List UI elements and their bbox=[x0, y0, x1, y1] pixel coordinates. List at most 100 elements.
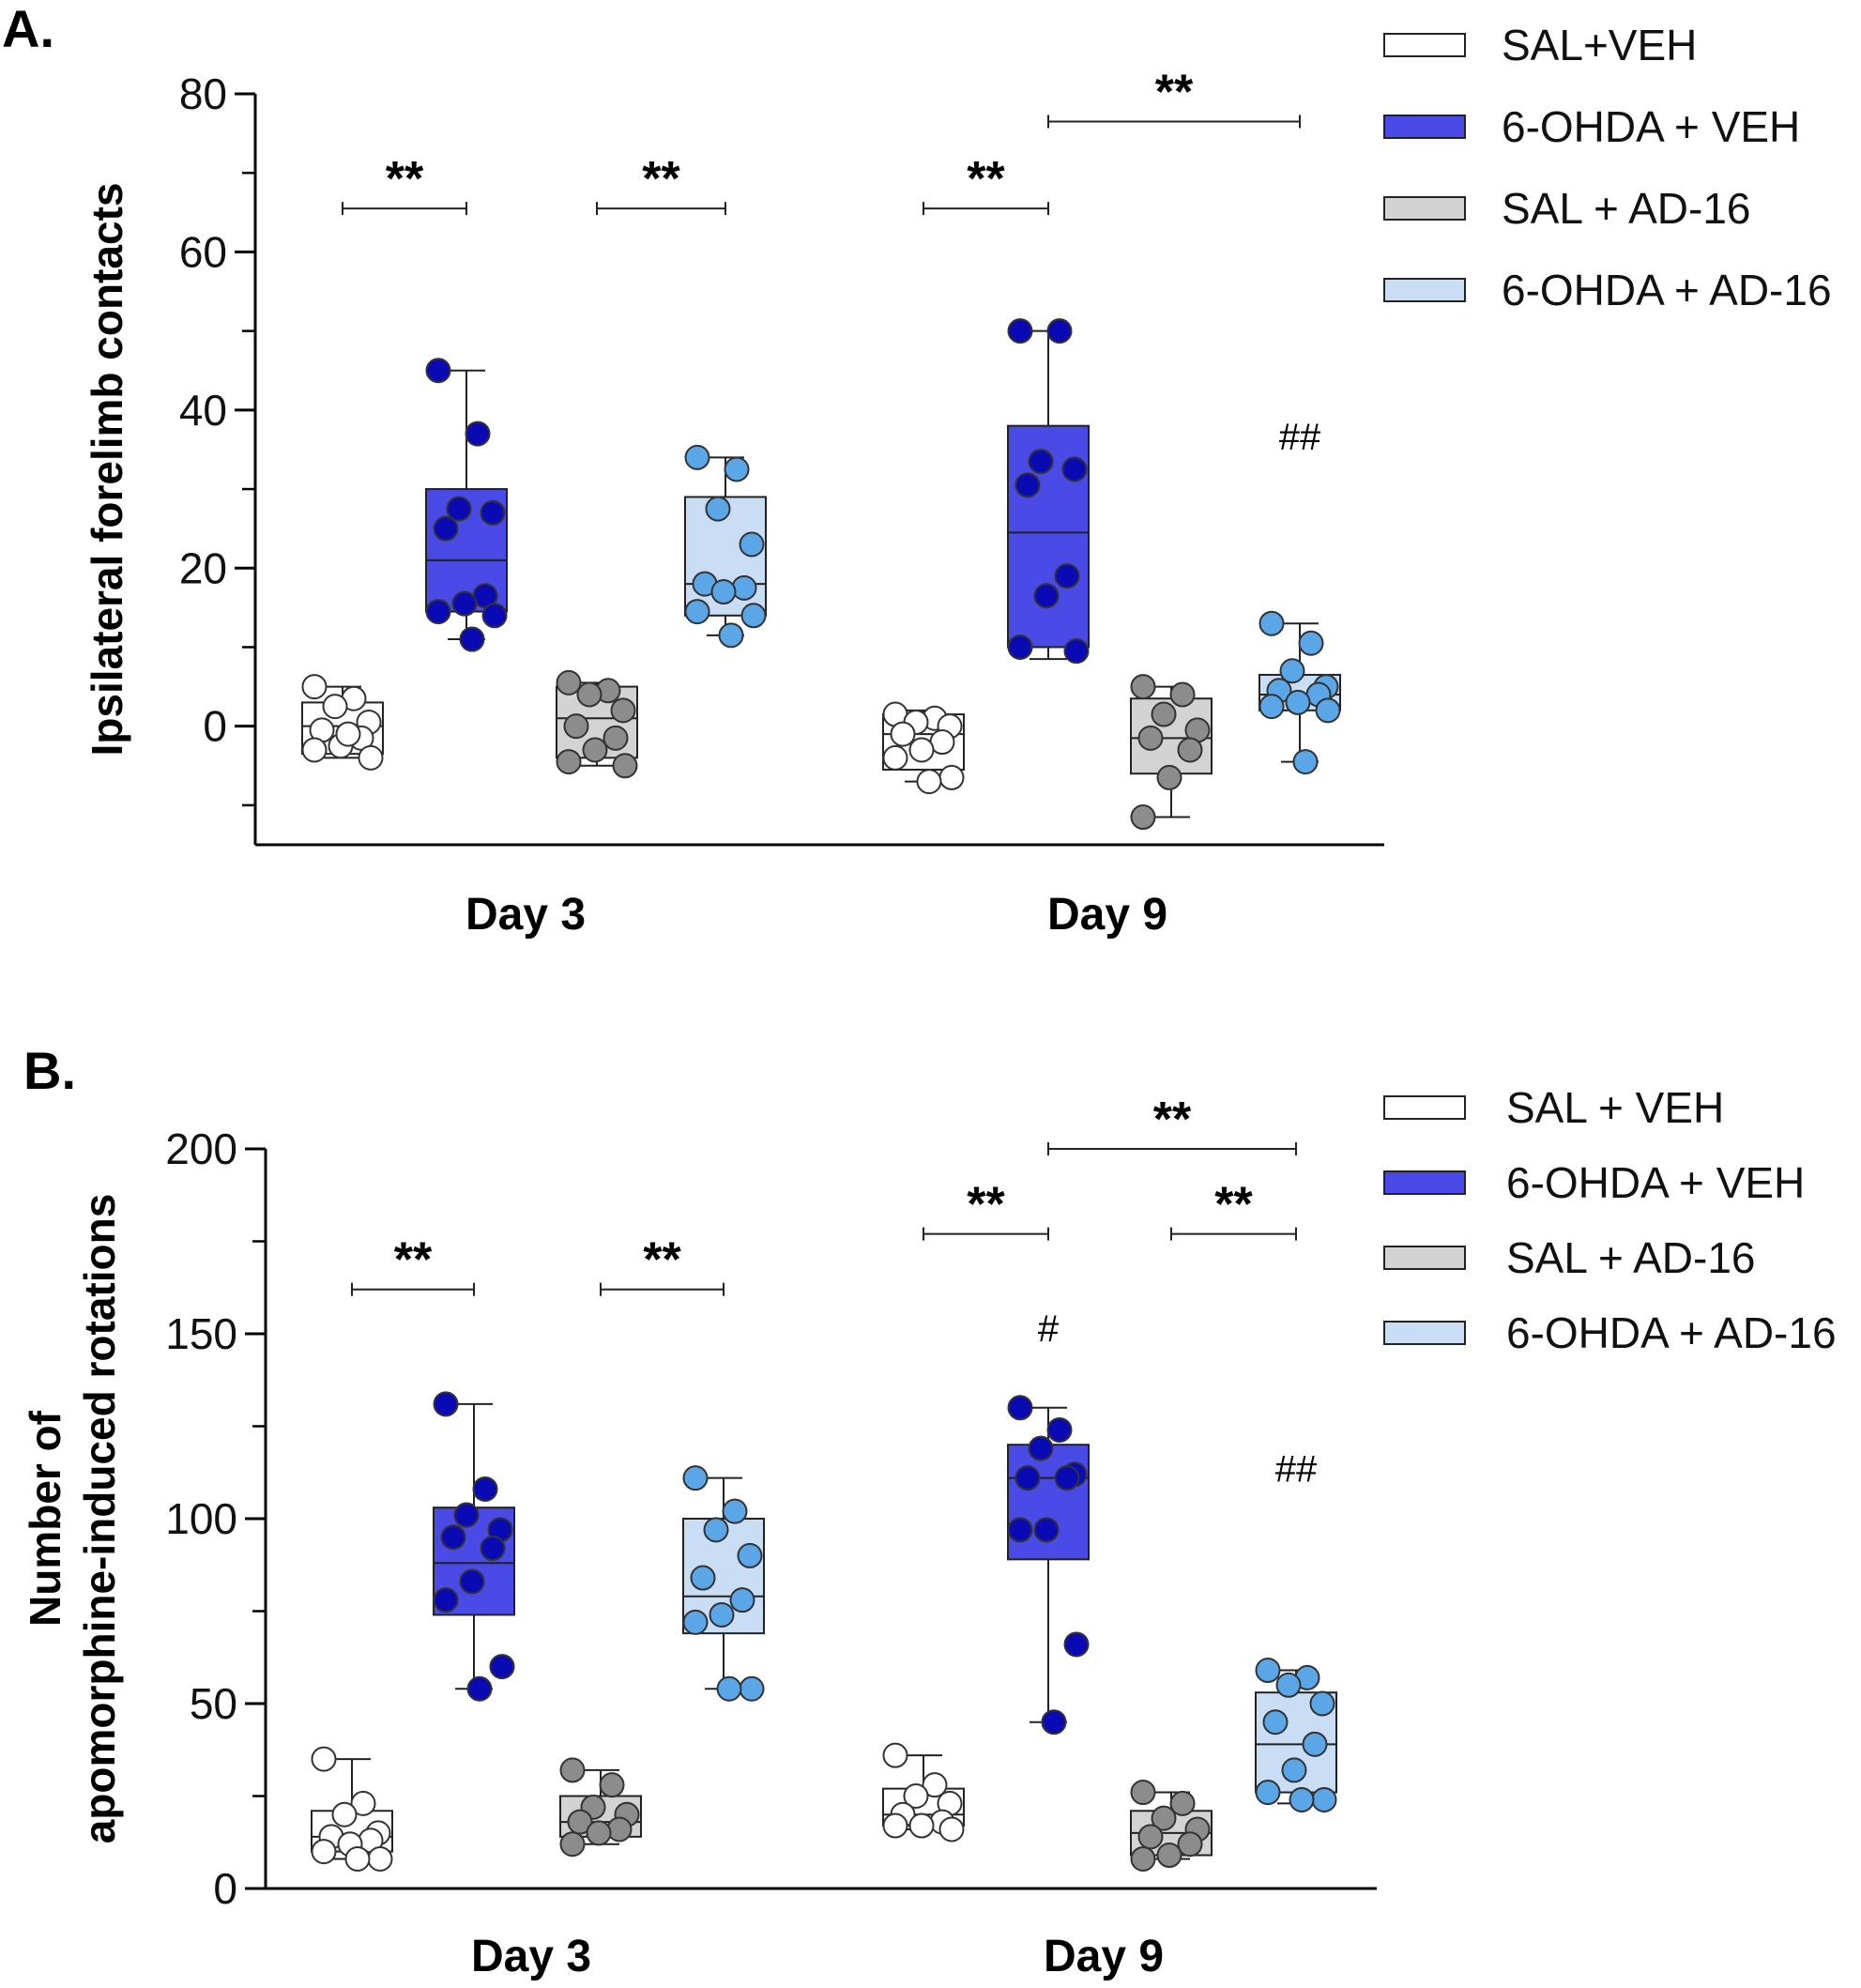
data-point bbox=[603, 725, 629, 751]
data-point bbox=[559, 1831, 586, 1858]
data-point bbox=[684, 444, 710, 470]
data-point bbox=[481, 603, 508, 629]
legend-label: 6-OHDA + VEH bbox=[1502, 102, 1800, 151]
y-tick-label: 150 bbox=[165, 1309, 237, 1358]
y-tick-label: 0 bbox=[203, 702, 227, 751]
data-point bbox=[1151, 1805, 1177, 1831]
data-point bbox=[358, 744, 384, 771]
data-point bbox=[1014, 1465, 1041, 1491]
data-point bbox=[1041, 1709, 1067, 1736]
data-point bbox=[612, 753, 638, 779]
data-point bbox=[556, 669, 582, 696]
data-point bbox=[451, 590, 478, 617]
data-point bbox=[350, 1790, 376, 1816]
x-category-label: Day 3 bbox=[471, 1932, 591, 1981]
data-point bbox=[311, 1839, 337, 1865]
significance-bracket: ** bbox=[351, 1233, 475, 1296]
data-point bbox=[1061, 456, 1088, 482]
annotation-label: ## bbox=[1275, 1449, 1318, 1491]
data-point bbox=[1063, 1631, 1090, 1658]
legend-swatch bbox=[1383, 1170, 1466, 1195]
significance-bracket: ** bbox=[923, 152, 1049, 216]
data-point bbox=[709, 1601, 735, 1628]
y-tick-label: 40 bbox=[179, 386, 227, 435]
box-group bbox=[425, 358, 508, 652]
data-point bbox=[1169, 1790, 1196, 1816]
y-axis-title: Ipsilateral forelimb contacts bbox=[83, 183, 131, 757]
data-point bbox=[440, 1524, 466, 1551]
data-point bbox=[480, 1536, 506, 1562]
data-point bbox=[563, 713, 589, 740]
y-axis-title-line: Number of bbox=[21, 1410, 69, 1627]
data-point bbox=[1007, 1395, 1033, 1421]
data-point bbox=[367, 1845, 393, 1872]
box-group bbox=[1258, 610, 1341, 775]
data-point bbox=[582, 737, 608, 763]
data-point bbox=[489, 1654, 515, 1680]
significance-label: ** bbox=[643, 1233, 681, 1288]
data-point bbox=[731, 574, 757, 601]
data-point bbox=[724, 456, 750, 482]
box-group bbox=[882, 1742, 965, 1843]
panel-label: B. bbox=[23, 1041, 76, 1100]
legend-swatch bbox=[1383, 1246, 1466, 1270]
legend-item: 6-OHDA + AD-16 bbox=[1383, 266, 1832, 314]
data-point bbox=[737, 1542, 763, 1568]
data-point bbox=[1258, 694, 1285, 720]
significance-bracket: ** bbox=[923, 1178, 1049, 1241]
data-point bbox=[301, 737, 328, 763]
y-tick-label: 80 bbox=[179, 69, 227, 118]
data-point bbox=[703, 1517, 729, 1543]
data-point bbox=[1007, 1517, 1033, 1543]
data-point bbox=[599, 1772, 625, 1798]
data-point bbox=[690, 1565, 716, 1591]
box-group bbox=[882, 701, 965, 795]
data-point bbox=[610, 697, 636, 724]
y-axis-title: Number of apomorphine-induced rotations bbox=[21, 1194, 124, 1844]
data-point bbox=[433, 515, 459, 542]
x-category-label: Day 9 bbox=[1047, 890, 1167, 940]
data-point bbox=[1130, 674, 1156, 700]
data-point bbox=[1289, 1786, 1315, 1812]
data-point bbox=[1177, 1831, 1203, 1858]
box-group bbox=[1130, 674, 1213, 831]
data-point bbox=[1130, 1845, 1156, 1872]
data-point bbox=[1156, 764, 1182, 790]
data-point bbox=[682, 1465, 709, 1491]
legend-item: 6-OHDA + VEH bbox=[1383, 102, 1800, 151]
legend-item: 6-OHDA + VEH bbox=[1383, 1158, 1805, 1207]
box-group bbox=[311, 1746, 393, 1872]
box-group bbox=[1130, 1780, 1213, 1872]
data-point bbox=[1028, 449, 1054, 475]
legend-swatch bbox=[1383, 196, 1466, 221]
legend-item: 6-OHDA + AD-16 bbox=[1383, 1308, 1837, 1357]
data-point bbox=[433, 1391, 459, 1417]
data-point bbox=[459, 626, 485, 652]
data-point bbox=[559, 1757, 586, 1783]
data-point bbox=[740, 603, 767, 629]
box-group bbox=[1007, 1395, 1090, 1736]
box-group bbox=[301, 674, 384, 771]
data-point bbox=[453, 1502, 480, 1528]
data-point bbox=[1007, 318, 1033, 344]
data-point bbox=[922, 1772, 948, 1798]
box-group bbox=[682, 1465, 765, 1702]
data-point bbox=[446, 496, 472, 522]
data-point bbox=[425, 599, 451, 625]
data-point bbox=[433, 1587, 459, 1613]
data-point bbox=[1046, 318, 1073, 344]
data-point bbox=[716, 1675, 742, 1702]
data-point bbox=[1137, 725, 1164, 751]
significance-bracket: ** bbox=[596, 152, 726, 216]
data-point bbox=[1130, 804, 1156, 831]
data-point bbox=[710, 579, 737, 605]
data-point bbox=[1262, 1709, 1289, 1736]
significance-label: ** bbox=[967, 152, 1005, 206]
x-category-label: Day 9 bbox=[1044, 1932, 1164, 1981]
box-group bbox=[559, 1757, 642, 1858]
y-tick-label: 60 bbox=[179, 227, 227, 276]
data-point bbox=[882, 1742, 908, 1768]
data-point bbox=[1255, 1780, 1281, 1806]
significance-bracket: ** bbox=[1047, 65, 1301, 129]
data-point bbox=[718, 622, 744, 649]
